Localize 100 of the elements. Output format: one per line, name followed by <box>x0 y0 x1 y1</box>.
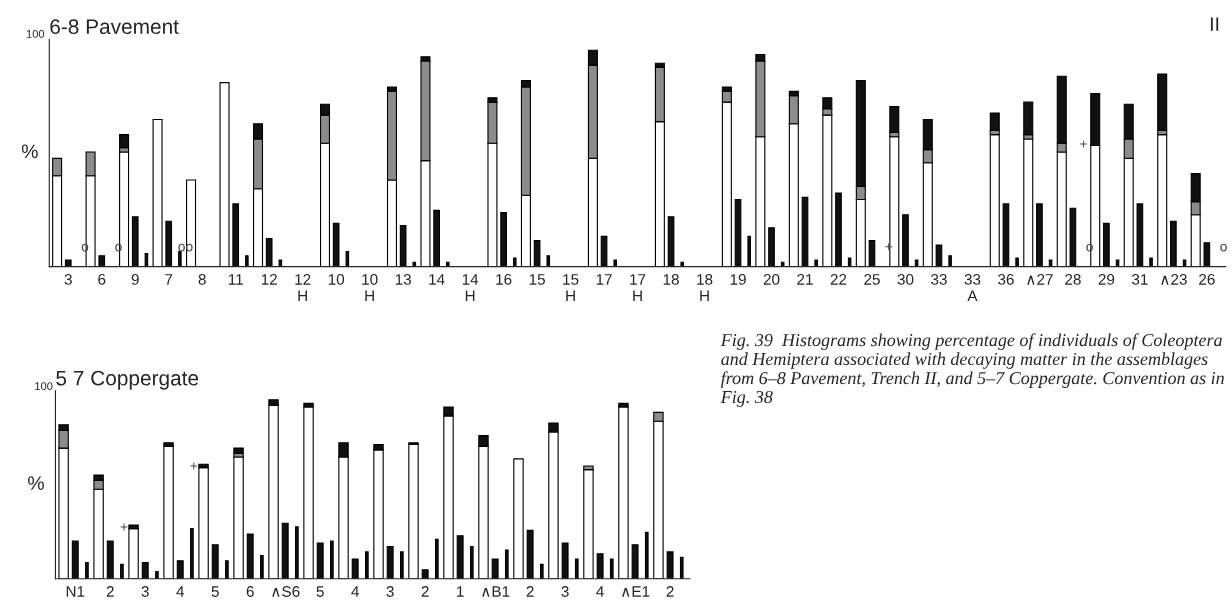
x-tick-label: 14 <box>429 274 445 285</box>
bar <box>500 211 507 267</box>
bar <box>1149 257 1153 267</box>
bar <box>233 447 244 455</box>
bar <box>198 467 209 579</box>
bar <box>1136 203 1144 267</box>
bar <box>835 192 842 267</box>
bar <box>386 545 394 579</box>
x-tick-label: 31 <box>1131 273 1148 285</box>
bar <box>295 526 299 579</box>
x-tick-label: 14 H <box>462 274 479 302</box>
bar <box>747 235 751 267</box>
bar <box>421 569 429 579</box>
bar <box>526 529 534 579</box>
bar <box>330 540 334 579</box>
bar <box>504 549 509 579</box>
y-axis-title: % <box>21 144 38 159</box>
x-tick-label: 28 <box>1065 273 1081 285</box>
x-tick-label: 5 <box>316 586 324 597</box>
x-tick-label: 33 <box>931 273 947 285</box>
bar <box>98 255 106 267</box>
bar <box>1036 203 1043 267</box>
bar <box>1015 257 1019 267</box>
bar <box>131 216 139 267</box>
x-tick-label: 3 <box>386 586 394 597</box>
bar <box>400 551 404 579</box>
bar <box>1023 101 1034 136</box>
bar <box>303 406 314 579</box>
chart-title: 6-8 Pavement <box>50 19 179 35</box>
bar <box>847 257 852 267</box>
x-tick-label: 9 <box>131 273 139 285</box>
bar <box>679 556 684 579</box>
bar <box>680 261 684 267</box>
bar <box>1002 203 1010 267</box>
bar <box>351 558 359 579</box>
x-tick-label: 36 <box>998 273 1014 285</box>
annotation: + <box>120 523 128 531</box>
x-tick-label: 17 <box>596 274 612 285</box>
text: II <box>1210 17 1219 31</box>
annotation: o <box>1220 243 1227 252</box>
text: 100 <box>26 29 45 38</box>
bar <box>1023 138 1034 267</box>
annotation: + <box>190 462 198 470</box>
x-tick-label: 5 <box>211 586 219 597</box>
bar <box>141 562 149 579</box>
x-tick-label: 13 <box>395 273 411 285</box>
chart-title: 5 7 Coppergate <box>56 370 199 390</box>
bar <box>246 533 254 579</box>
text: 100 <box>35 382 53 391</box>
bar <box>176 560 184 579</box>
x-tick-label: 18 H <box>697 273 713 302</box>
x-tick-label: 21 <box>797 273 813 285</box>
x-tick-label: 10 H <box>362 273 378 302</box>
bar <box>989 112 1000 131</box>
bar <box>345 250 350 267</box>
bar <box>989 134 1000 267</box>
bar <box>71 540 79 579</box>
bar <box>948 255 952 267</box>
x-tick-label: 12 H <box>295 273 311 302</box>
bar <box>178 250 182 267</box>
y-axis-title: % <box>28 476 44 490</box>
bar <box>64 259 72 267</box>
x-tick-label: 15 <box>529 274 545 285</box>
bar <box>469 545 474 579</box>
bar <box>768 227 775 267</box>
x-tick-label: 17 H <box>630 274 646 302</box>
x-tick-label: 3 <box>141 586 149 597</box>
bar <box>561 542 569 579</box>
bar <box>332 222 340 267</box>
x-tick-label: 12 <box>261 273 277 285</box>
x-tick-label: 2 <box>666 586 674 597</box>
x-tick-label: ∧27 <box>1027 273 1053 285</box>
bar <box>1203 242 1211 267</box>
x-tick-label: 2 <box>106 586 114 597</box>
bar <box>618 406 629 579</box>
bar <box>491 558 499 579</box>
caption: Fig. 39 Histograms showing percentage of individuals of Coleoptera and Hemiptera associated with decaying matter in the assemblages from 6–8 Pavement, Trench II, and 5–7 Coppergate. Convention as in Fig. 38 <box>720 333 1224 407</box>
bar <box>1157 134 1168 267</box>
annotation: + <box>1080 140 1087 148</box>
x-tick-label: 4 <box>351 586 359 597</box>
x-tick-label: 33 A <box>964 273 981 302</box>
x-tick-label: 15 H <box>563 274 579 302</box>
bar <box>265 237 273 267</box>
bar <box>600 235 608 267</box>
bar <box>434 538 439 579</box>
bar <box>814 259 818 267</box>
x-tick-label: ∧S6 <box>272 586 300 597</box>
bar <box>408 443 419 579</box>
x-tick-label: 30 <box>897 273 914 285</box>
bar <box>225 560 229 579</box>
x-tick-label: 6 <box>98 273 106 285</box>
bar <box>512 257 517 267</box>
x-tick-label: 16 <box>496 273 512 285</box>
x-tick-label: 10 <box>328 273 345 285</box>
bar <box>85 562 89 579</box>
x-tick-label: ∧B1 <box>482 586 510 597</box>
bar <box>163 445 174 579</box>
x-tick-label: 8 <box>198 273 206 285</box>
bar <box>245 255 249 267</box>
x-tick-label: 6 <box>246 586 254 597</box>
